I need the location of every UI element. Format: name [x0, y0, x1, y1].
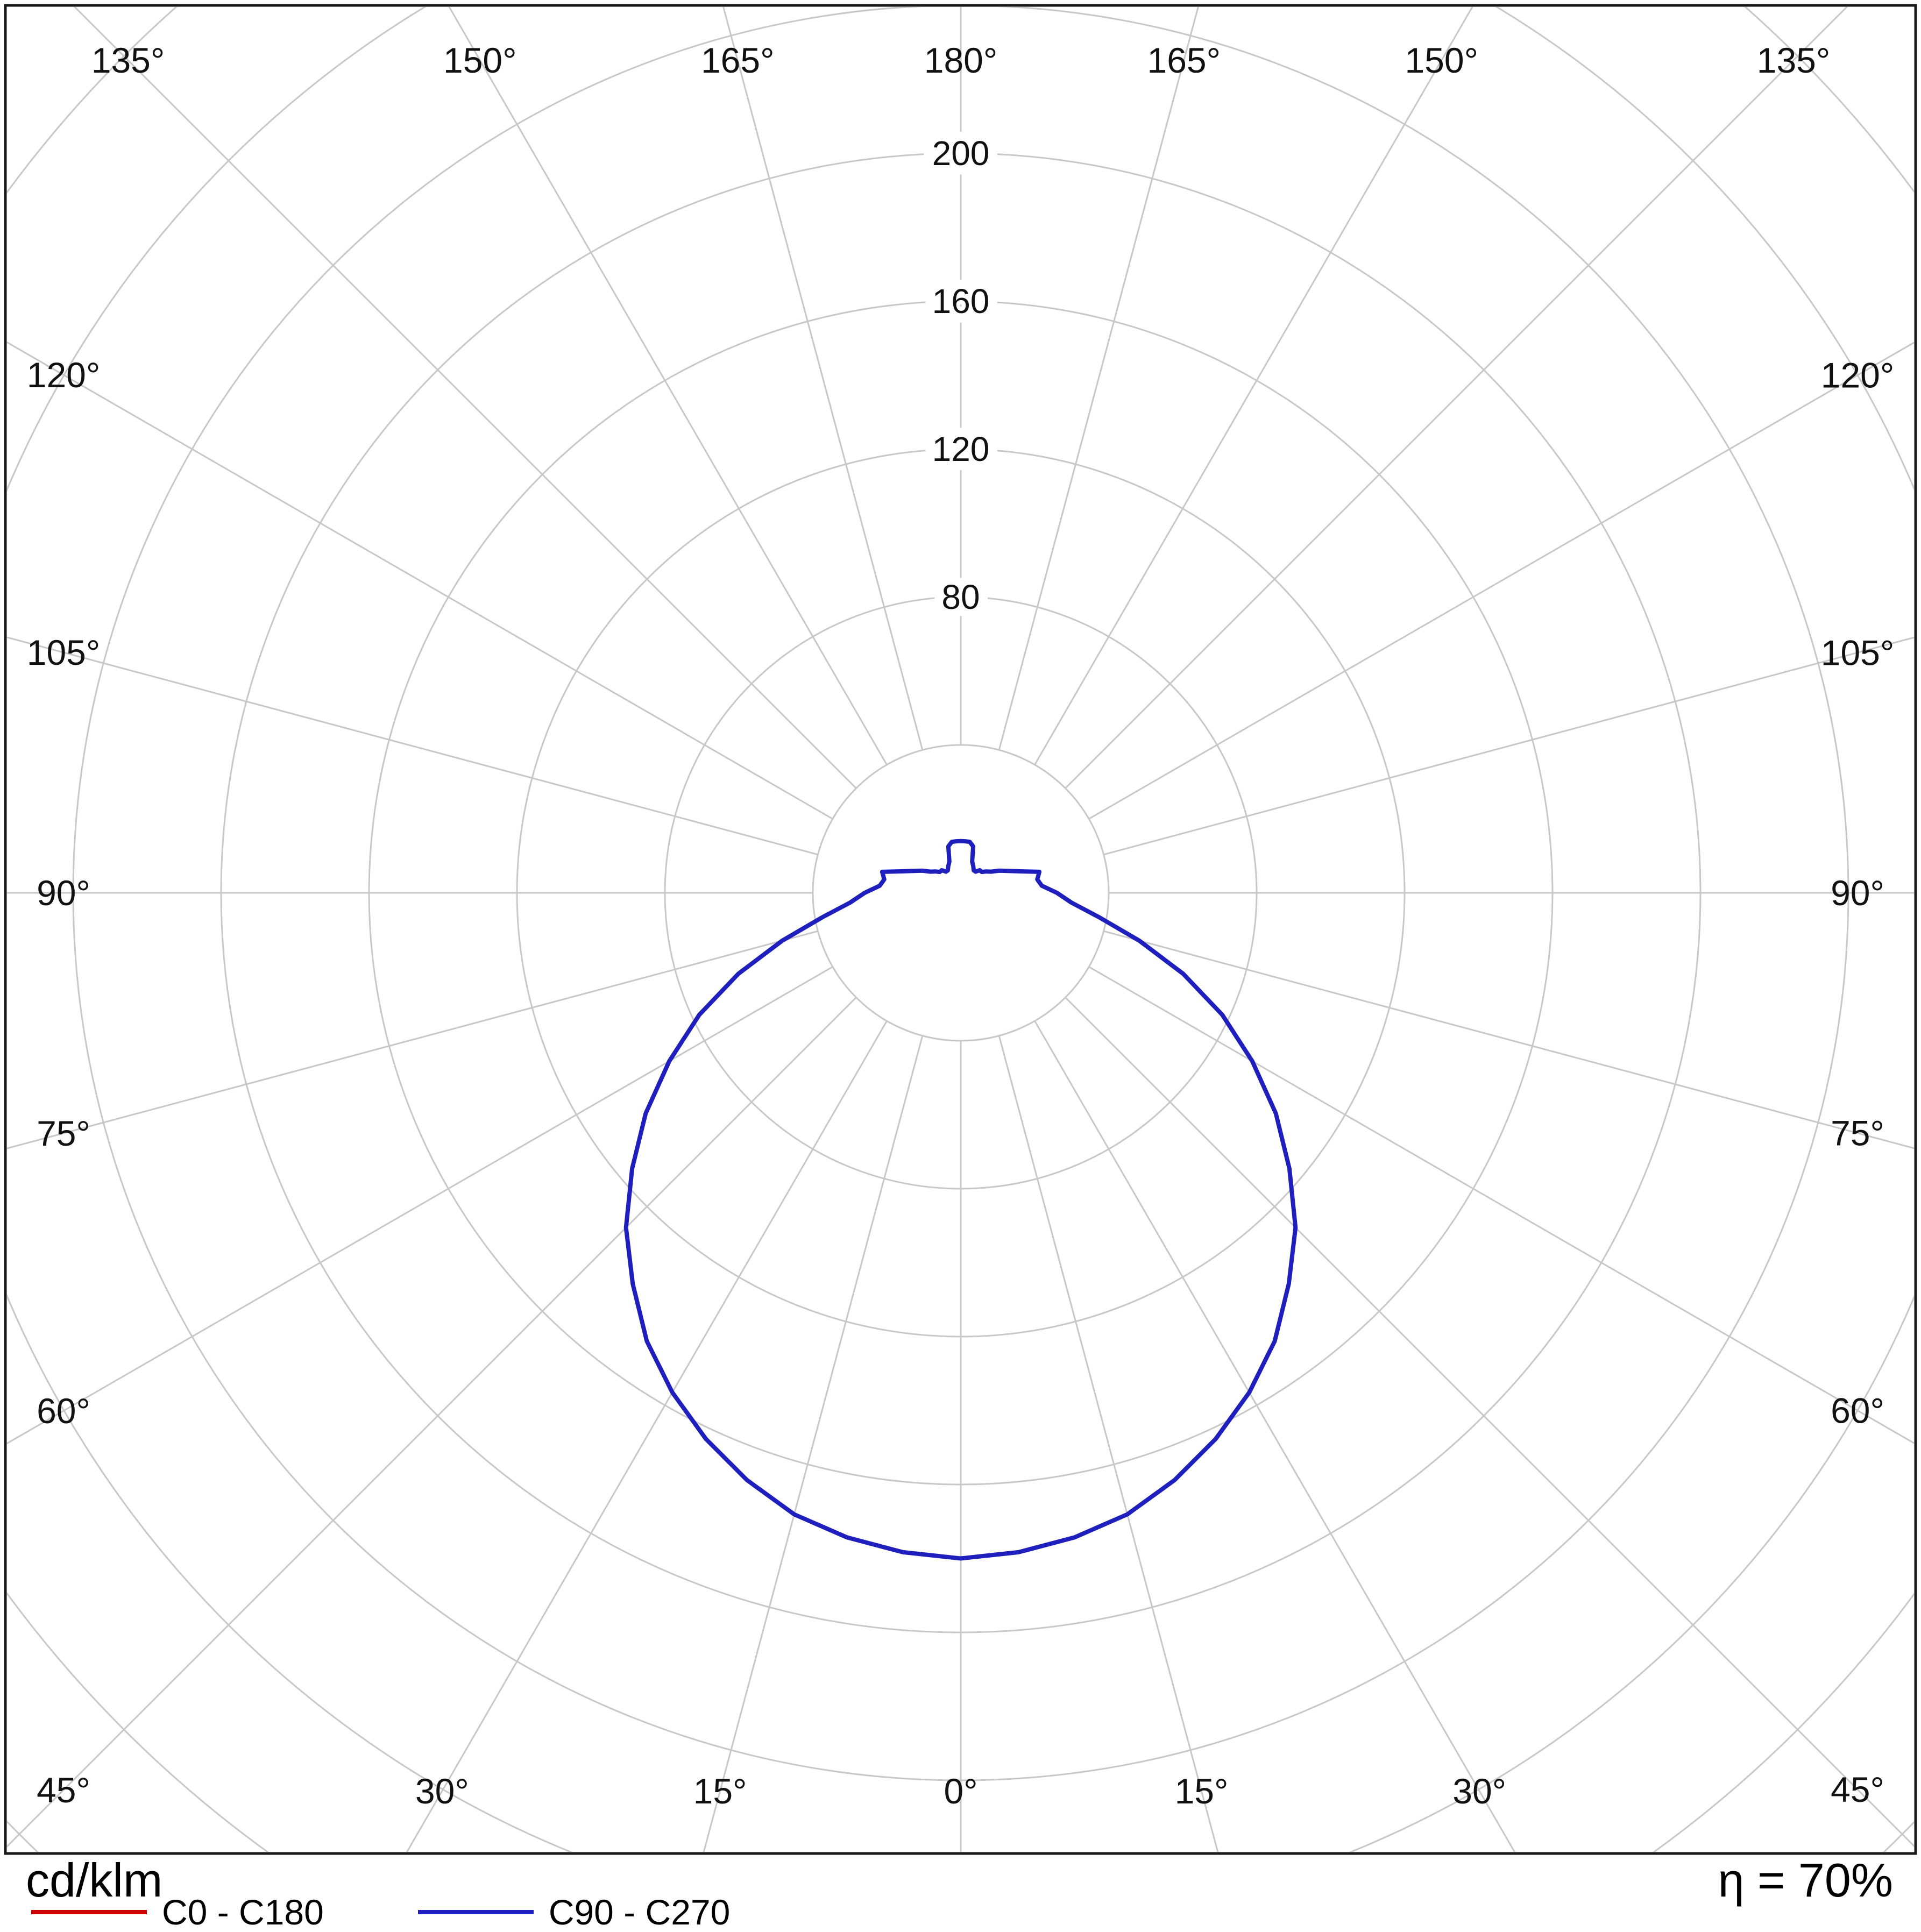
angle-label-60: 60°: [1831, 1390, 1884, 1430]
angle-labels: 0° 15° 30° 45° 60° 75° 90° 105° 120° 135° 150° 165°…: [27, 40, 1895, 1811]
angle-label-105: 105°: [1821, 633, 1895, 672]
ring-label: 200: [932, 134, 990, 173]
legend-label-c90-c270: C90 - C270: [548, 1892, 731, 1932]
ring-label: 160: [932, 282, 990, 321]
legend: C0 - C180 C90 - C270: [31, 1894, 730, 1930]
angle-label-30: 30°: [1452, 1771, 1506, 1811]
angle-label-75: 75°: [37, 1113, 90, 1153]
angle-label-150: 150°: [1405, 40, 1478, 80]
angle-label-45: 45°: [37, 1770, 90, 1810]
legend-swatch-c0-c180: [31, 1910, 147, 1914]
angle-label-90: 90°: [37, 873, 90, 913]
ring-labels: 80 120 160 200: [923, 125, 999, 626]
angle-label-30: 30°: [415, 1771, 469, 1811]
ring-label: 80: [941, 578, 980, 616]
angle-label-45: 45°: [1831, 1770, 1884, 1809]
angle-label-15: 15°: [1175, 1771, 1229, 1811]
efficiency-value: η = 70%: [1718, 1853, 1893, 1907]
curve-C90-C270: [623, 839, 1298, 1561]
legend-item-c90-c270: C90 - C270: [417, 1892, 731, 1932]
angle-label-90: 90°: [1831, 873, 1884, 913]
angle-label-105: 105°: [27, 633, 101, 672]
ring-label: 120: [932, 430, 990, 468]
angle-label-135: 135°: [91, 40, 165, 80]
angle-label-135: 135°: [1757, 40, 1831, 80]
angle-label-75: 75°: [1831, 1113, 1884, 1153]
angle-label-60: 60°: [37, 1391, 90, 1431]
legend-item-c0-c180: C0 - C180: [31, 1894, 324, 1930]
angle-label-120: 120°: [27, 355, 101, 395]
legend-label-c0-c180: C0 - C180: [162, 1892, 324, 1932]
intensity-curves: [623, 839, 1298, 1561]
plot-border: [4, 4, 1917, 1855]
legend-swatch-c90-c270: [417, 1910, 534, 1914]
angle-label-15: 15°: [693, 1771, 747, 1811]
angle-label-165: 165°: [701, 40, 775, 80]
angle-label-150: 150°: [443, 40, 517, 80]
units-label: cd/klm: [26, 1853, 163, 1907]
angle-label-165: 165°: [1147, 40, 1221, 80]
angle-label-0: 0°: [944, 1771, 977, 1811]
angle-label-180: 180°: [924, 40, 998, 80]
angle-label-120: 120°: [1821, 356, 1895, 395]
